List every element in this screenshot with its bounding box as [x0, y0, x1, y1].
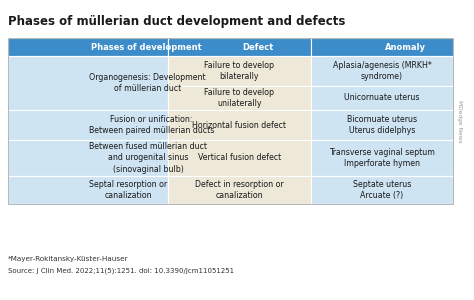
Text: Horizontal fusion defect: Horizontal fusion defect: [192, 121, 286, 130]
Bar: [168, 176, 311, 204]
Bar: [8, 38, 453, 204]
Text: Phases of müllerian duct development and defects: Phases of müllerian duct development and…: [8, 15, 346, 28]
Bar: [311, 56, 453, 86]
Text: Between fused müllerian duct
and urogenital sinus
(sinovaginal bulb): Between fused müllerian duct and urogeni…: [89, 142, 207, 174]
Text: Defect: Defect: [243, 43, 274, 52]
Text: Phases of development: Phases of development: [91, 43, 202, 52]
Text: Aplasia/agenesis (MRKH*
syndrome): Aplasia/agenesis (MRKH* syndrome): [333, 61, 431, 81]
Text: Source: J Clin Med. 2022;11(5):1251. doi: 10.3390/jcm11051251: Source: J Clin Med. 2022;11(5):1251. doi…: [8, 268, 234, 274]
Bar: [8, 140, 168, 176]
Bar: [168, 56, 311, 86]
Bar: [311, 38, 453, 56]
Text: Organogenesis: Development
of müllerian duct: Organogenesis: Development of müllerian …: [89, 73, 206, 93]
Text: Failure to develop
bilaterally: Failure to develop bilaterally: [204, 61, 274, 81]
Text: MDedge News: MDedge News: [457, 100, 463, 142]
Bar: [8, 56, 168, 110]
Bar: [8, 110, 168, 140]
Text: Bicornuate uterus
Uterus didelphys: Bicornuate uterus Uterus didelphys: [347, 115, 417, 135]
Bar: [311, 86, 453, 110]
Bar: [311, 110, 453, 140]
Text: Anomaly: Anomaly: [385, 43, 426, 52]
Bar: [8, 176, 168, 204]
Text: Septate uterus
Arcuate (?): Septate uterus Arcuate (?): [353, 180, 411, 200]
Bar: [311, 176, 453, 204]
Bar: [311, 140, 453, 176]
Text: *Mayer-Rokitansky-Küster-Hauser: *Mayer-Rokitansky-Küster-Hauser: [8, 256, 128, 262]
Text: Septal resorption or
canalization: Septal resorption or canalization: [89, 180, 167, 200]
Bar: [168, 86, 311, 110]
Bar: [8, 38, 168, 56]
Text: Fusion or unification:
Between paired müllerian ducts: Fusion or unification: Between paired mü…: [89, 115, 214, 135]
Bar: [168, 140, 311, 176]
Text: Vertical fusion defect: Vertical fusion defect: [198, 154, 281, 163]
Bar: [168, 38, 311, 56]
Text: Unicornuate uterus: Unicornuate uterus: [344, 94, 420, 103]
Bar: [168, 110, 311, 140]
Text: Transverse vaginal septum
Imperforate hymen: Transverse vaginal septum Imperforate hy…: [329, 148, 435, 168]
Text: Defect in resorption or
canalization: Defect in resorption or canalization: [195, 180, 284, 200]
Text: Failure to develop
unilaterally: Failure to develop unilaterally: [204, 88, 274, 108]
